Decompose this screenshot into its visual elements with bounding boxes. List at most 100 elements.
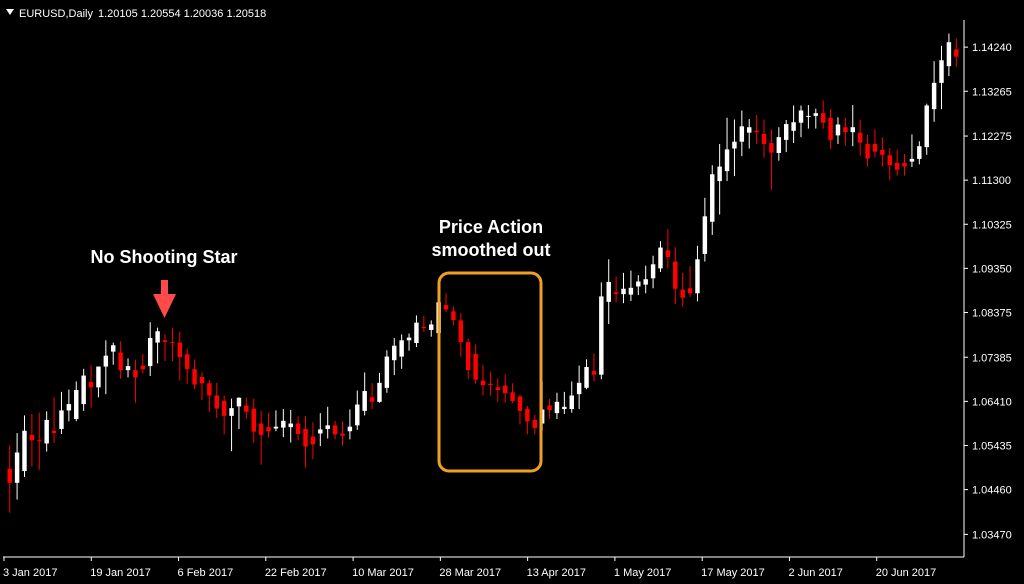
- candle-body: [184, 354, 190, 370]
- candle-body: [266, 427, 271, 432]
- candle-82: [606, 259, 611, 325]
- candle-50: [369, 383, 375, 410]
- candle-106: [783, 119, 789, 153]
- candle-41: [303, 415, 308, 468]
- x-tick-label: 19 Jan 2017: [90, 567, 151, 579]
- x-tick-label: 1 May 2017: [614, 567, 671, 579]
- candle-body: [599, 296, 604, 375]
- candle-body: [377, 382, 382, 402]
- candle-body: [857, 132, 863, 143]
- candle-6: [44, 411, 49, 452]
- candle-96: [710, 165, 715, 235]
- candle-body: [125, 366, 131, 371]
- annotation-no-shooting-star: No Shooting Star: [91, 247, 238, 267]
- candle-body: [584, 366, 589, 388]
- candle-body: [451, 311, 456, 320]
- candle-29: [214, 382, 219, 419]
- candle-119: [880, 137, 885, 167]
- candle-body: [96, 366, 101, 388]
- candle-body: [569, 395, 574, 410]
- candle-76: [562, 391, 567, 415]
- candle-body: [739, 126, 745, 142]
- candle-body: [813, 113, 819, 116]
- symbol-label: EURUSD,Daily: [19, 8, 93, 20]
- candle-63: [465, 338, 471, 380]
- candle-body: [473, 353, 478, 380]
- candle-125: [924, 103, 929, 155]
- y-axis-ticks: 1.14240 1.13265 1.12275 1.11300 1.10325 1.093…: [964, 42, 1012, 541]
- x-tick-label: 22 Feb 2017: [265, 567, 327, 579]
- candle-body: [562, 406, 567, 410]
- candle-body: [303, 428, 308, 447]
- candle-body: [44, 419, 49, 444]
- candle-body: [103, 355, 109, 367]
- candle-body: [140, 365, 146, 370]
- candle-body: [29, 434, 35, 441]
- candle-34: [251, 398, 256, 443]
- candle-77: [569, 381, 574, 413]
- y-tick-label: 1.14240: [972, 42, 1012, 54]
- candle-105: [776, 127, 782, 161]
- candle-body: [954, 49, 959, 57]
- candle-body: [791, 122, 796, 131]
- candle-body: [665, 250, 671, 258]
- annotation-line-2: smoothed out: [432, 240, 551, 260]
- candle-body: [177, 342, 183, 358]
- candle-13: [96, 366, 101, 398]
- candle-body: [747, 127, 752, 133]
- candle-107: [791, 105, 796, 144]
- candle-body: [192, 369, 197, 385]
- candle-body: [783, 124, 789, 140]
- x-tick-label: 10 Mar 2017: [352, 567, 414, 579]
- y-tick-label: 1.06410: [972, 396, 1012, 408]
- candle-61: [451, 306, 456, 326]
- candle-7: [51, 397, 57, 443]
- candle-body: [399, 340, 404, 357]
- y-tick-label: 1.10325: [972, 219, 1012, 231]
- candle-body: [281, 420, 286, 428]
- candle-128: [946, 33, 952, 77]
- candle-body: [355, 404, 360, 426]
- candle-10: [74, 381, 79, 422]
- candle-4: [29, 414, 35, 467]
- candle-88: [650, 255, 656, 289]
- candle-body: [636, 281, 641, 287]
- candle-117: [865, 134, 870, 167]
- candle-body: [710, 174, 715, 222]
- candle-60: [443, 293, 449, 313]
- y-tick-label: 1.05435: [972, 440, 1012, 452]
- candle-body: [74, 390, 79, 420]
- x-tick-label: 13 Apr 2017: [527, 567, 586, 579]
- candle-113: [835, 117, 841, 144]
- candle-49: [362, 372, 367, 416]
- candle-1: [7, 445, 12, 513]
- candle-78: [576, 365, 582, 410]
- candle-75: [554, 392, 560, 420]
- candle-body: [392, 345, 397, 361]
- candle-19: [140, 353, 146, 374]
- candle-101: [747, 119, 752, 149]
- candle-53: [392, 338, 397, 376]
- candle-48: [355, 390, 360, 430]
- candle-95: [702, 197, 708, 262]
- candle-body: [273, 426, 279, 429]
- candle-14: [103, 340, 109, 395]
- candle-74: [547, 399, 552, 420]
- candle-114: [843, 117, 848, 146]
- x-tick-label: 20 Jun 2017: [876, 567, 937, 579]
- candle-66: [488, 371, 493, 396]
- candle-body: [843, 127, 848, 133]
- candle-body: [295, 423, 301, 434]
- candle-body: [199, 376, 205, 384]
- triangle-down-icon[interactable]: [6, 9, 14, 15]
- candle-28: [207, 380, 212, 412]
- candle-body: [806, 115, 811, 117]
- candle-body: [81, 375, 86, 405]
- candle-44: [325, 406, 330, 439]
- y-tick-label: 1.12275: [972, 131, 1012, 143]
- candle-body: [221, 400, 227, 416]
- candle-body: [406, 337, 412, 341]
- candle-37: [273, 410, 279, 432]
